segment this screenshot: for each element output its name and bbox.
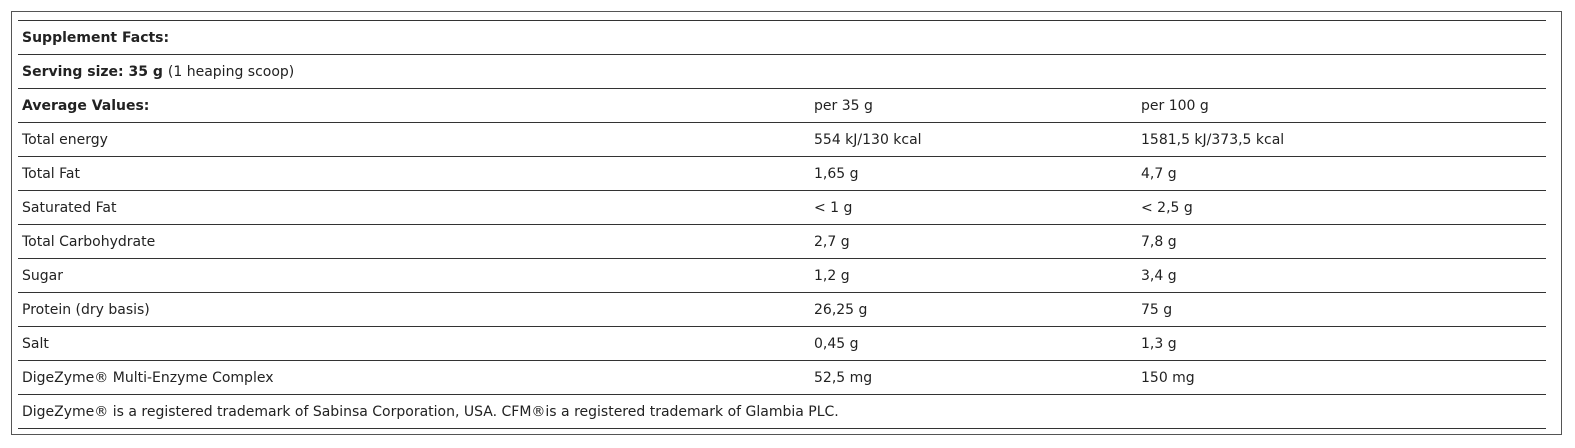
serving-note: (1 heaping scoop)	[167, 63, 295, 80]
nutrient-row-cell: 554 kJ/130 kcal	[810, 122, 1137, 157]
nutrient-row-cell: 0,45 g	[810, 326, 1137, 361]
nutrient-row-cell: 1,3 g	[1137, 326, 1546, 361]
serving-row-cell: Serving size: 35 g (1 heaping scoop)	[18, 54, 1546, 89]
footnote-row-cell: DigeZyme® is a registered trademark of S…	[18, 394, 1546, 429]
nutrient-row-cell: Total Fat	[18, 156, 810, 191]
nutrient-row-cell: < 1 g	[810, 190, 1137, 225]
nutrient-row-cell: < 2,5 g	[1137, 190, 1546, 225]
nutrient-row-cell: Salt	[18, 326, 810, 361]
nutrient-row-cell: 150 mg	[1137, 360, 1546, 395]
nutrient-row-cell: 1581,5 kJ/373,5 kcal	[1137, 122, 1546, 157]
nutrient-row: Salt 0,45 g 1,3 g	[18, 326, 1546, 361]
nutrient-row-cell: Saturated Fat	[18, 190, 810, 225]
nutrient-row-cell: Protein (dry basis)	[18, 292, 810, 327]
footnote: DigeZyme® is a registered trademark of S…	[22, 403, 839, 420]
nutrient-row: Total energy 554 kJ/130 kcal 1581,5 kJ/373…	[18, 122, 1546, 157]
nutrient-row-cell: Total energy	[18, 122, 810, 157]
nutrient-row: Protein (dry basis) 26,25 g 75 g	[18, 292, 1546, 327]
nutrient-row: Total Fat 1,65 g 4,7 g	[18, 156, 1546, 191]
nutrient-row-cell: 52,5 mg	[810, 360, 1137, 395]
nutrient-row-cell: 26,25 g	[810, 292, 1137, 327]
footnote-row: DigeZyme® is a registered trademark of S…	[18, 394, 1546, 429]
serving-row: Serving size: 35 g (1 heaping scoop)	[18, 54, 1546, 89]
nutrient-row-cell: 1,65 g	[810, 156, 1137, 191]
title: Supplement Facts:	[22, 29, 170, 46]
header-row-cell: per 100 g	[1137, 88, 1546, 123]
table-body: Supplement Facts: Serving size: 35 g (1 he…	[18, 20, 1546, 429]
nutrient-row-cell: 1,2 g	[810, 258, 1137, 293]
nutrient-row: Saturated Fat < 1 g < 2,5 g	[18, 190, 1546, 225]
nutrient-row-cell: 2,7 g	[810, 224, 1137, 259]
nutrient-row-cell: 3,4 g	[1137, 258, 1546, 293]
header-row-cell: Average Values:	[18, 88, 810, 123]
nutrient-row-cell: Sugar	[18, 258, 810, 293]
supplement-facts-table: Supplement Facts: Serving size: 35 g (1 he…	[18, 20, 1546, 429]
header-row-cell: per 35 g	[810, 88, 1137, 123]
nutrient-row: Sugar 1,2 g 3,4 g	[18, 258, 1546, 293]
header-row: Average Values: per 35 g per 100 g	[18, 88, 1546, 123]
title-row: Supplement Facts:	[18, 20, 1546, 55]
nutrient-row-cell: Total Carbohydrate	[18, 224, 810, 259]
nutrient-row-cell: 75 g	[1137, 292, 1546, 327]
title-row-cell: Supplement Facts:	[18, 20, 1546, 55]
frame	[11, 11, 1562, 435]
nutrient-row: DigeZyme® Multi-Enzyme Complex 52,5 mg 150…	[18, 360, 1546, 395]
nutrient-row-cell: DigeZyme® Multi-Enzyme Complex	[18, 360, 810, 395]
nutrient-row: Total Carbohydrate 2,7 g 7,8 g	[18, 224, 1546, 259]
serving-label: Serving size: 35 g	[22, 63, 163, 80]
nutrient-row-cell: 4,7 g	[1137, 156, 1546, 191]
nutrient-row-cell: 7,8 g	[1137, 224, 1546, 259]
